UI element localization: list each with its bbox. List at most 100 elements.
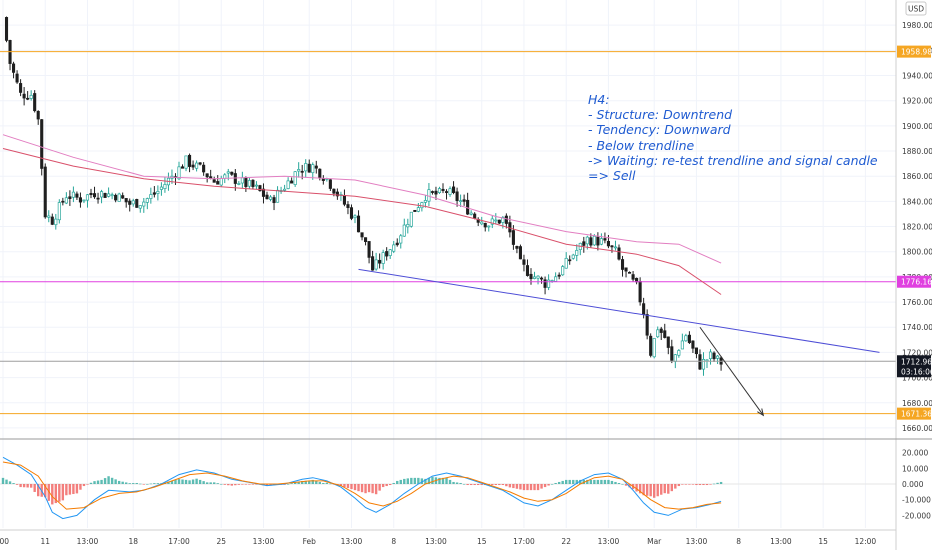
currency-label: USD: [908, 5, 924, 14]
candle-down: [33, 93, 37, 112]
macd-histogram-bar: [1, 477, 5, 484]
macd-histogram-bar: [557, 481, 561, 484]
candle-down: [244, 177, 248, 187]
macd-histogram-bar: [603, 479, 607, 484]
macd-histogram-bar: [146, 484, 149, 485]
macd-histogram-bar: [448, 479, 452, 484]
macd-histogram-bar: [561, 480, 564, 484]
candle-up: [561, 266, 565, 276]
price-level-tag: [897, 275, 931, 288]
candle-down: [659, 328, 663, 333]
candle-up: [353, 215, 357, 219]
candle-down: [272, 197, 276, 204]
trendline: [358, 268, 880, 353]
candle-down: [318, 168, 322, 179]
macd-histogram-bar: [515, 484, 519, 489]
time-tick-label: 13:00: [341, 537, 363, 546]
candle-down: [233, 173, 237, 184]
candle-down: [378, 259, 382, 264]
macd-histogram-bar: [33, 484, 36, 492]
macd-histogram-bar: [339, 484, 343, 487]
macd-histogram-bar: [533, 484, 536, 491]
candle-up: [71, 191, 75, 198]
candle-down: [687, 334, 691, 343]
macd-histogram-bar: [350, 484, 353, 490]
macd-histogram-bar: [149, 483, 153, 485]
macd-tick-label: 20.000: [902, 449, 928, 458]
macd-histogram-bar: [227, 484, 230, 486]
candle-down: [508, 222, 512, 233]
candle-up: [501, 217, 505, 223]
candle-down: [540, 277, 544, 280]
macd-histogram-bar: [202, 481, 205, 484]
macd-histogram-bar: [684, 484, 688, 485]
price-level-tag: [897, 355, 931, 378]
annotation-line-4: - Below trendline: [588, 138, 695, 153]
candle-up: [297, 169, 301, 172]
candle-up: [423, 200, 427, 203]
macd-histogram-bar: [293, 482, 297, 484]
candle-down: [452, 186, 456, 193]
macd-histogram-bar: [624, 484, 628, 486]
candle-down: [75, 193, 79, 198]
candle-up: [381, 252, 385, 264]
candle-up: [100, 191, 104, 198]
candle-down: [121, 195, 125, 199]
candle-down: [103, 192, 107, 198]
candle-down: [92, 193, 97, 198]
price-tick-label: 1660.000: [902, 424, 932, 433]
macd-histogram-bar: [543, 484, 547, 488]
time-tick-label: 13:00: [686, 537, 708, 546]
macd-histogram-bar: [8, 481, 12, 484]
candle-down: [525, 265, 530, 276]
candle-up: [177, 166, 181, 180]
candle-up: [564, 257, 568, 269]
candle-down: [691, 340, 695, 349]
candle-down: [515, 246, 519, 249]
currency-badge: [905, 1, 927, 16]
price-tick-label: 1980.000: [902, 21, 932, 30]
candle-down: [300, 170, 304, 173]
macd-histogram-bar: [128, 483, 131, 484]
price-level-tag: [897, 45, 931, 58]
candle-down: [483, 222, 487, 228]
time-tick-label: 25: [216, 537, 226, 546]
candle-up: [490, 218, 494, 225]
annotation-line-3: - Tendency: Downward: [588, 122, 731, 137]
macd-histogram-bar: [286, 484, 290, 485]
macd-histogram-bar: [660, 484, 663, 495]
macd-histogram-bar: [568, 479, 571, 484]
candle-down: [698, 354, 702, 370]
candle-down: [261, 188, 266, 197]
candle-up: [286, 180, 290, 189]
candle-down: [413, 209, 417, 212]
candle-up: [110, 194, 114, 197]
time-tick-label: 17:00: [168, 537, 190, 546]
macd-histogram-bar: [417, 477, 420, 484]
macd-histogram-bar: [480, 484, 483, 486]
candle-down: [712, 352, 716, 360]
candle-up: [684, 335, 688, 342]
macd-histogram-bar: [311, 479, 314, 484]
candles-layer: [4, 16, 723, 376]
macd-histogram-bar: [47, 484, 50, 501]
macd-histogram-bar: [167, 481, 170, 484]
macd-histogram-bar: [396, 480, 399, 484]
macd-histogram-bar: [519, 484, 522, 490]
price-tick-label: 1840.000: [902, 197, 932, 206]
candle-up: [469, 212, 473, 215]
candle-up: [652, 338, 656, 358]
macd-histogram-bar: [491, 484, 494, 486]
macd-histogram-bar: [642, 484, 645, 496]
macd-histogram-bar: [617, 482, 621, 484]
candle-down: [188, 154, 192, 167]
macd-histogram-bar: [353, 484, 357, 491]
macd-histogram-bar: [459, 482, 462, 484]
candle-up: [406, 224, 410, 228]
macd-tick-label: -10.000: [902, 496, 931, 505]
candle-down: [89, 192, 93, 195]
macd-histogram-bar: [153, 483, 156, 484]
candle-down: [642, 303, 646, 315]
macd-histogram-bar: [681, 484, 684, 485]
